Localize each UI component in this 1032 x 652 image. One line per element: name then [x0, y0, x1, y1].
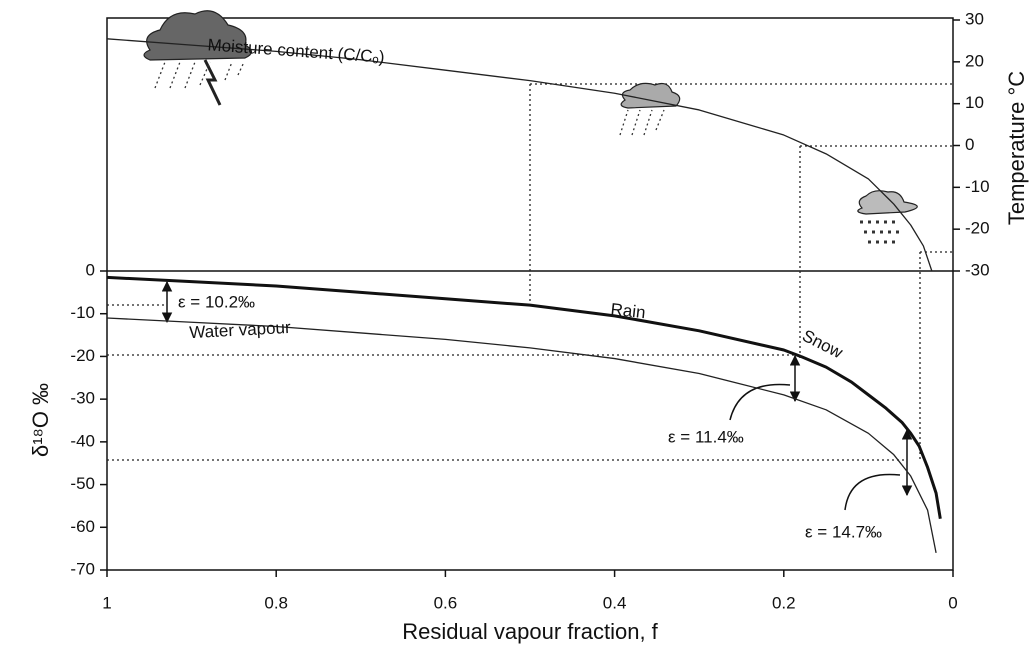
plot-frame	[106, 17, 954, 571]
x-tick-label: 0.6	[434, 593, 458, 612]
y-tick-label: -60	[70, 517, 95, 536]
x-tick-label: 0.8	[264, 593, 288, 612]
guide-lines	[107, 83, 953, 461]
y2-tick-label: 30	[965, 9, 984, 28]
x-tick-label: 0.2	[772, 593, 796, 612]
series-line	[800, 355, 942, 519]
series-line	[106, 38, 933, 272]
y2-tick-label: -30	[965, 260, 990, 279]
x-axis-label: Residual vapour fraction, f	[402, 619, 658, 644]
y2-tick-label: 10	[965, 93, 984, 112]
y2-tick-label: -20	[965, 219, 990, 238]
x-tick-label: 0	[948, 593, 957, 612]
annotation: ε = 10.2‰	[178, 292, 255, 311]
y-axis-label: δ¹⁸O ‰	[28, 383, 53, 457]
y-tick-label: -10	[70, 303, 95, 322]
y-tick-label: 0	[86, 260, 95, 279]
y2-tick-label: 0	[965, 135, 974, 154]
y-tick-label: -20	[70, 346, 95, 365]
series-label: Snow	[799, 326, 846, 363]
series-line	[106, 317, 937, 554]
y-tick-label: -30	[70, 389, 95, 408]
annotation: ε = 11.4‰	[668, 427, 744, 446]
epsilon-arrows	[161, 280, 913, 511]
series-label: Water vapour	[189, 318, 292, 342]
x-tick-label: 0.4	[603, 593, 627, 612]
annotation: ε = 14.7‰	[805, 522, 882, 541]
y-tick-label: -70	[70, 559, 95, 578]
y2-axis-label: Temperature °C	[1004, 71, 1029, 225]
y2-tick-label: 20	[965, 51, 984, 70]
series-label: Rain	[610, 300, 647, 323]
y-tick-label: -50	[70, 474, 95, 493]
x-tick-label: 1	[102, 593, 111, 612]
y2-tick-label: -10	[965, 177, 990, 196]
series-line	[106, 275, 802, 358]
y-tick-label: -40	[70, 431, 95, 450]
series-label: Moisture content (C/Cₒ)	[207, 35, 385, 66]
